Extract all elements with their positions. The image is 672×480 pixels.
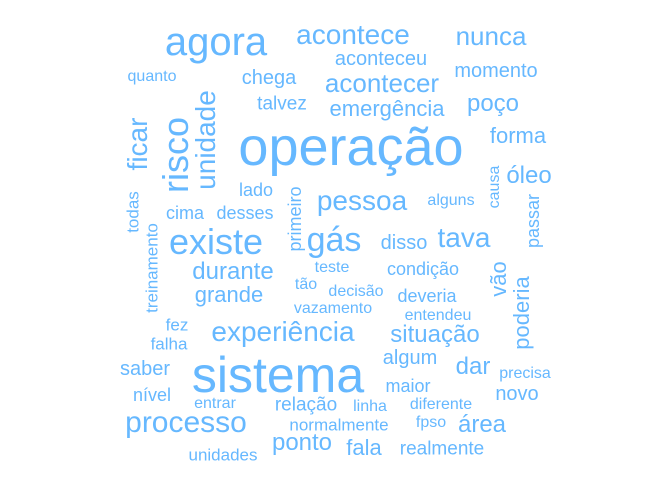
- word-area: área: [457, 411, 507, 438]
- word-durante: durante: [192, 258, 274, 285]
- word-processo: processo: [125, 406, 247, 439]
- word-operacao: operação: [238, 117, 464, 177]
- word-vao: vão: [486, 261, 511, 297]
- word-pessoa: pessoa: [316, 185, 408, 216]
- word-vazamento: vazamento: [293, 300, 373, 317]
- word-lado: lado: [238, 180, 274, 200]
- word-entrar: entrar: [194, 395, 236, 412]
- word-tao: tão: [294, 276, 318, 293]
- word-linha: linha: [353, 398, 387, 415]
- word-tava: tava: [437, 222, 491, 253]
- word-emergencia: emergência: [329, 96, 445, 121]
- word-ponto: ponto: [271, 429, 333, 456]
- word-unidades: unidades: [188, 445, 258, 465]
- word-aconteceu: aconteceu: [334, 48, 428, 70]
- word-disso: disso: [380, 232, 428, 254]
- word-realmente: realmente: [399, 438, 485, 460]
- word-novo: novo: [495, 383, 539, 405]
- word-precisa: precisa: [499, 365, 551, 382]
- word-maior: maior: [385, 376, 431, 396]
- word-acontece: acontece: [296, 19, 410, 50]
- word-experiencia: experiência: [211, 316, 355, 347]
- word-nunca: nunca: [455, 21, 527, 51]
- word-nivel: nível: [132, 385, 172, 405]
- word-agora: agora: [164, 20, 268, 64]
- word-grande: grande: [194, 282, 264, 307]
- word-forma: forma: [489, 123, 547, 148]
- word-cima: cima: [165, 203, 205, 223]
- word-existe: existe: [168, 221, 264, 262]
- word-fpso: fpso: [415, 414, 447, 431]
- word-normalmente: normalmente: [289, 415, 389, 435]
- word-fala: fala: [346, 435, 382, 460]
- word-fez: fez: [165, 315, 189, 335]
- word-passar: passar: [523, 193, 543, 249]
- word-momento: momento: [454, 60, 538, 82]
- word-algum: algum: [382, 347, 438, 369]
- word-relacao: relação: [274, 394, 338, 416]
- word-causa: causa: [486, 165, 503, 209]
- word-desses: desses: [216, 203, 274, 223]
- word-quanto: quanto: [127, 68, 177, 85]
- word-treinamento: treinamento: [142, 223, 162, 313]
- word-acontecer: acontecer: [324, 68, 440, 98]
- word-poco: poço: [466, 90, 520, 117]
- word-situacao: situação: [390, 321, 480, 348]
- word-deveria: deveria: [397, 286, 457, 306]
- word-teste: teste: [314, 259, 350, 276]
- word-gas: gás: [306, 221, 362, 259]
- word-talvez: talvez: [257, 93, 307, 115]
- word-falha: falha: [150, 334, 188, 354]
- word-ficar: ficar: [122, 117, 153, 171]
- word-saber: saber: [119, 358, 171, 380]
- word-diferente: diferente: [409, 396, 473, 413]
- word-todas: todas: [123, 191, 143, 233]
- word-oleo: óleo: [506, 162, 552, 189]
- word-primeiro: primeiro: [285, 186, 305, 252]
- word-decisao: decisão: [328, 283, 384, 300]
- word-alguns: alguns: [427, 192, 475, 209]
- word-poderia: poderia: [509, 276, 534, 350]
- word-chega: chega: [241, 67, 297, 89]
- word-dar: dar: [455, 353, 491, 380]
- word-unidade: unidade: [190, 90, 221, 190]
- word-condicao: condição: [386, 259, 460, 279]
- word-entendeu: entendeu: [404, 307, 472, 324]
- word-risco: risco: [155, 116, 196, 194]
- word-sistema: sistema: [191, 347, 365, 403]
